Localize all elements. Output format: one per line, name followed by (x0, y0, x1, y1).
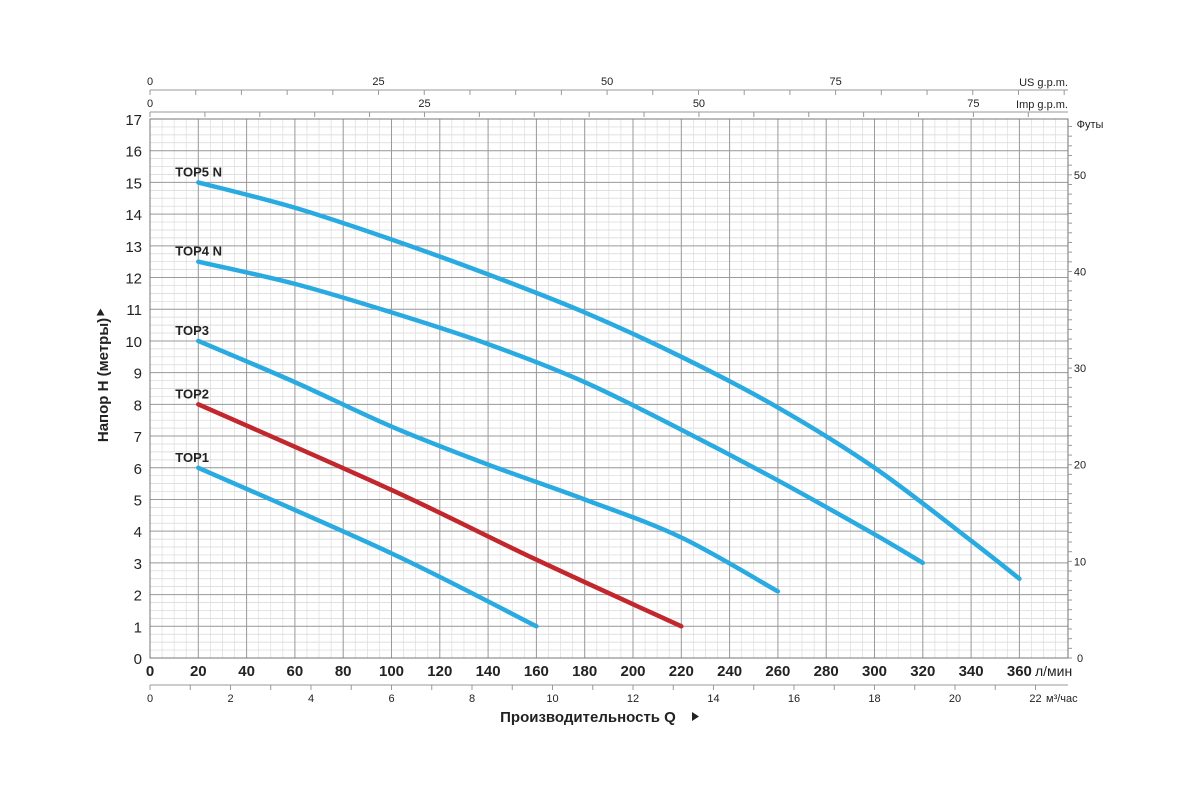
x-tick-label: 60 (287, 663, 304, 680)
imp-gpm-tick-label: 75 (967, 98, 979, 110)
x-tick-label: 200 (620, 663, 645, 680)
x-tick-label: 300 (862, 663, 887, 680)
x-tick-label: 260 (765, 663, 790, 680)
series-labels: TOP1 TOP2 TOP3 TOP4 N TOP5 N (175, 164, 222, 464)
series-line-top1 (196, 465, 539, 629)
y-axis-arrow-icon (96, 308, 105, 316)
m3-tick-label: 6 (388, 693, 394, 705)
y-tick-label: 2 (134, 588, 142, 605)
us-gpm-tick-label: 75 (830, 76, 842, 88)
y-tick-label: 3 (134, 556, 142, 573)
x-tick-label: 360 (1007, 663, 1032, 680)
ft-unit-label: Футы (1077, 119, 1104, 131)
y-tick-label: 11 (126, 302, 142, 319)
x-tick-label: 220 (669, 663, 694, 680)
x-tick-label: 160 (524, 663, 549, 680)
x-tick-label: 320 (910, 663, 935, 680)
y-tick-label: 17 (125, 112, 142, 129)
series-label-top1: TOP1 (175, 450, 209, 465)
ft-tick-label: 40 (1074, 266, 1086, 278)
y-tick-label: 9 (134, 366, 142, 383)
imp-gpm-tick-label: 25 (418, 98, 430, 110)
series-label-top3: TOP3 (175, 323, 209, 338)
y-tick-label: 13 (125, 239, 142, 256)
x-tick-label: 280 (814, 663, 839, 680)
series-label-top2: TOP2 (175, 386, 209, 401)
m3-tick-label: 12 (627, 693, 639, 705)
m3-tick-label: 18 (868, 693, 880, 705)
x-tick-label: 0 (146, 663, 154, 680)
m3-tick-label: 0 (147, 693, 153, 705)
us-gpm-unit-label: US g.p.m. (1019, 77, 1068, 89)
m3-tick-label: 16 (788, 693, 800, 705)
us-gpm-tick-label: 0 (147, 76, 153, 88)
m3-tick-label: 4 (308, 693, 314, 705)
x-tick-label: 40 (238, 663, 255, 680)
m3-tick-label: 8 (469, 693, 475, 705)
y-tick-label: 16 (125, 144, 142, 161)
m3-tick-label: 2 (227, 693, 233, 705)
series-line-top4-n (196, 259, 926, 566)
series-line-top3 (196, 338, 781, 594)
y-tick-label: 10 (125, 334, 142, 351)
y-tick-label: 0 (134, 651, 142, 668)
x-tick-label: 20 (190, 663, 207, 680)
x-tick-label: 180 (572, 663, 597, 680)
y-tick-label: 6 (134, 461, 142, 478)
m3-tick-label: 10 (546, 693, 558, 705)
x-axis-title: Производительность Q (500, 709, 676, 726)
series-label-top4-n: TOP4 N (175, 244, 222, 259)
y-tick-label: 12 (125, 271, 142, 288)
imp-gpm-tick-label: 50 (693, 98, 705, 110)
y-tick-label: 5 (134, 492, 142, 509)
y-tick-label: 7 (134, 429, 142, 446)
plot-frame (149, 118, 1069, 659)
x-tick-label: 140 (476, 663, 501, 680)
x-axis-arrow-icon (692, 712, 699, 721)
y-tick-label: 14 (125, 207, 142, 224)
series-label-top5-n: TOP5 N (175, 164, 222, 179)
m3-tick-label: 14 (707, 693, 719, 705)
m3-unit-label: м³/час (1046, 693, 1078, 705)
ft-tick-label: 10 (1074, 556, 1086, 568)
grid (149, 118, 1069, 659)
x-tick-label: 100 (379, 663, 404, 680)
series-group (196, 180, 1022, 629)
m3-tick-label: 22 (1029, 693, 1041, 705)
series-line-top2 (196, 402, 684, 629)
series-line-top5-n (196, 180, 1022, 581)
y-tick-label: 15 (125, 175, 142, 192)
m3-tick-label: 20 (949, 693, 961, 705)
ft-tick-label: 20 (1074, 460, 1086, 472)
x-unit-label: л/мин (1035, 663, 1072, 679)
us-gpm-tick-label: 25 (372, 76, 384, 88)
imp-gpm-unit-label: Imp g.p.m. (1016, 99, 1068, 111)
ft-tick-label: 50 (1074, 170, 1086, 182)
y-axis-title: Напор H (метры) (95, 318, 112, 442)
x-tick-label: 120 (427, 663, 452, 680)
y-tick-label: 1 (134, 619, 142, 636)
x-tick-label: 80 (335, 663, 352, 680)
x-tick-label: 340 (959, 663, 984, 680)
imp-gpm-tick-label: 0 (147, 98, 153, 110)
ft-tick-label: 30 (1074, 363, 1086, 375)
x-tick-label: 240 (717, 663, 742, 680)
us-gpm-tick-label: 50 (601, 76, 613, 88)
ft-tick-label: 0 (1077, 653, 1083, 665)
y-tick-label: 8 (134, 397, 142, 414)
y-tick-label: 4 (134, 524, 142, 541)
